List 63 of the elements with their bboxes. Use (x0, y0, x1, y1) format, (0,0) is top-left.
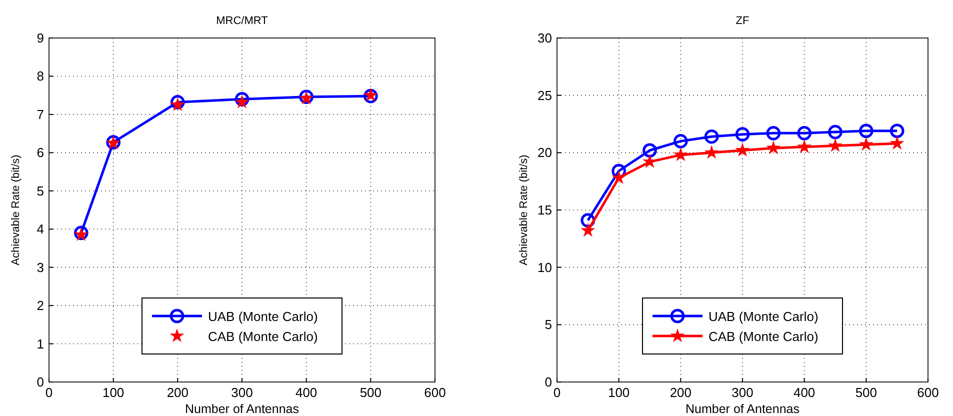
chart-title: MRC/MRT (216, 15, 268, 27)
point (642, 143, 657, 158)
y-tick-label: 1 (36, 336, 44, 352)
x-tick-label: 500 (360, 385, 382, 400)
x-axis-title: Number of Antennas (185, 402, 299, 416)
legend-label: CAB (Monte Carlo) (208, 329, 318, 344)
point (860, 138, 872, 150)
x-tick-label: 600 (917, 385, 939, 400)
y-tick-label: 2 (36, 298, 44, 314)
y-tick-label: 5 (544, 317, 552, 332)
legend-label: UAB (Monte Carlo) (708, 309, 818, 324)
point (300, 92, 312, 104)
y-tick-label: 6 (36, 145, 44, 160)
point (613, 172, 624, 183)
y-axis-title: Achievable Rate (bit/s) (10, 154, 22, 266)
y-tick-label: 15 (538, 202, 552, 218)
x-tick-label: 100 (102, 385, 124, 400)
point (797, 126, 812, 140)
y-tick-label: 5 (36, 183, 44, 198)
point (172, 98, 184, 110)
point (236, 96, 248, 108)
point (828, 124, 842, 140)
point (768, 142, 780, 154)
point (766, 126, 781, 140)
point (735, 127, 750, 142)
x-tick-label: 200 (166, 385, 189, 400)
x-tick-label: 600 (424, 385, 446, 400)
point (891, 138, 903, 148)
y-tick-label: 9 (36, 30, 44, 46)
x-tick-label: 400 (793, 385, 816, 400)
y-tick-label: 3 (36, 260, 44, 275)
x-tick-label: 500 (855, 385, 878, 400)
y-tick-label: 8 (36, 68, 44, 84)
y-tick-label: 25 (538, 88, 552, 103)
point (704, 129, 719, 144)
x-tick-label: 300 (231, 385, 253, 400)
y-tick-label: 30 (538, 30, 552, 46)
point (644, 156, 656, 167)
point (582, 224, 594, 236)
point (798, 141, 810, 152)
y-tick-label: 10 (538, 260, 552, 275)
legend-label: CAB (Monte Carlo) (708, 329, 818, 344)
point (234, 92, 250, 106)
point (674, 134, 688, 148)
legend-label: UAB (Monte Carlo) (208, 309, 318, 324)
y-tick-label: 0 (36, 374, 44, 390)
point (890, 124, 904, 138)
y-tick-label: 20 (538, 145, 552, 160)
point (830, 140, 841, 151)
y-tick-label: 4 (36, 222, 44, 237)
point (859, 124, 874, 138)
x-axis-title: Number of Antennas (686, 402, 800, 416)
x-tick-label: 200 (670, 385, 692, 400)
y-axis-title: Achievable Rate (bit/s) (518, 154, 530, 266)
x-tick-label: 300 (732, 385, 754, 400)
x-tick-label: 400 (295, 385, 318, 400)
x-tick-label: 100 (608, 385, 630, 400)
point (736, 144, 748, 156)
y-tick-label: 7 (36, 106, 44, 122)
chart-title: ZF (736, 15, 750, 27)
point (706, 146, 718, 158)
point (675, 149, 686, 160)
y-tick-label: 0 (544, 374, 552, 390)
